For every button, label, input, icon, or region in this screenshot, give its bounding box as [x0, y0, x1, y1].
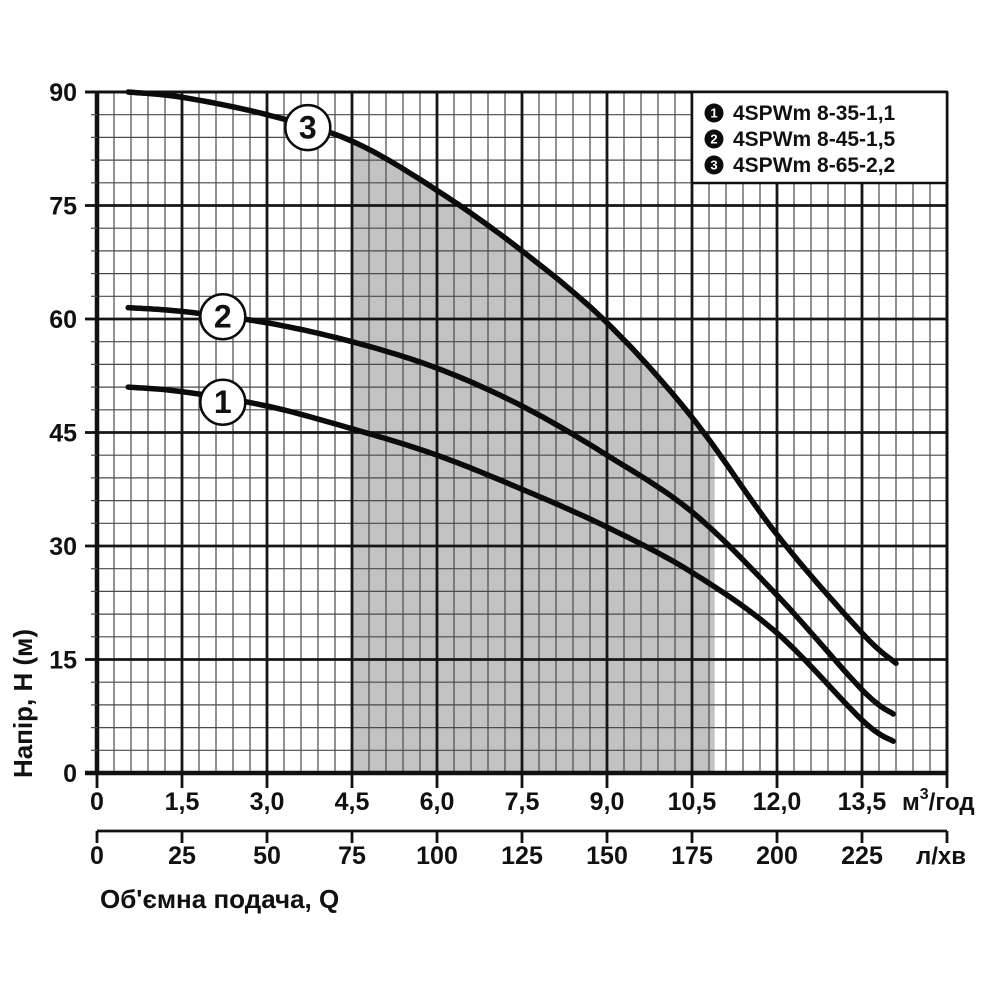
x-tick-label: 3,0: [250, 788, 285, 816]
x-axis-unit-primary: м3/год: [902, 786, 975, 816]
curve-markers-layer: 1 2 3: [199, 103, 332, 426]
x-tick-label: 10,5: [668, 788, 717, 816]
legend-label-3: 4SPWm 8-65-2,2: [733, 154, 895, 177]
curve-marker-circle-3: [284, 103, 332, 152]
x-secondary-tick-label: 175: [671, 842, 713, 870]
x-tick-label: 1,5: [165, 788, 200, 816]
x-tick-label: 12,0: [753, 788, 802, 816]
y-tick-label: 0: [63, 760, 77, 788]
y-tick-label: 75: [49, 193, 77, 221]
curve-marker-circle-1: [199, 378, 247, 426]
legend-label-2: 4SPWm 8-45-1,5: [733, 128, 896, 151]
x-secondary-tick-label: 25: [168, 842, 196, 870]
curve-marker-number-1: 1: [214, 384, 232, 420]
operating-region: [352, 141, 715, 773]
x-tick-label: 6,0: [420, 788, 455, 816]
legend-box: [690, 90, 949, 185]
x-secondary-tick-label: 150: [586, 842, 628, 870]
legend-marker-1-number: 1: [710, 106, 717, 121]
x-secondary-tick-label: 125: [501, 842, 543, 870]
legend-item: 3 4SPWm 8-65-2,2: [704, 154, 895, 177]
major-grid-layer: [97, 92, 947, 773]
legend-marker-3-icon: [704, 155, 724, 175]
x-secondary-tick-label: 200: [756, 842, 798, 870]
y-tick-label: 90: [49, 79, 77, 107]
x-axis-unit-secondary: л/хв: [916, 843, 966, 870]
y-tick-label: 30: [49, 533, 77, 561]
x-secondary-tick-label: 75: [338, 842, 366, 870]
x-tick-label: 7,5: [505, 788, 540, 816]
curve-marker-number-3: 3: [299, 110, 317, 146]
y-tick-label: 15: [49, 647, 77, 675]
pump-curve-3: [125, 89, 899, 667]
x-tick-label: 13,5: [838, 788, 887, 816]
legend-marker-2-icon: [704, 129, 724, 149]
legend-item: 1 4SPWm 8-35-1,1: [704, 102, 896, 125]
x-tick-label: 4,5: [335, 788, 370, 816]
y-tick-label: 45: [49, 420, 77, 448]
x-tick-label: 9,0: [590, 788, 625, 816]
legend-label-1: 4SPWm 8-35-1,1: [733, 102, 896, 125]
x-secondary-tick-label: 100: [416, 842, 458, 870]
legend-marker-3-number: 3: [710, 158, 717, 173]
x-tick-label: 0: [90, 788, 104, 816]
x-axis-title: Об'ємна подача, Q: [100, 884, 339, 914]
legend-marker-2-number: 2: [710, 132, 717, 147]
curve-marker-number-2: 2: [214, 299, 232, 335]
y-axis-title: Напір, H (м): [8, 629, 38, 778]
legend: 1 4SPWm 8-35-1,1 2 4SPWm 8-45-1,5 3 4SPW…: [690, 90, 949, 185]
legend-item: 2 4SPWm 8-45-1,5: [704, 128, 896, 151]
operating-region-layer: [352, 141, 715, 773]
x-secondary-tick-label: 225: [841, 842, 883, 870]
y-tick-label: 60: [49, 306, 77, 334]
x-secondary-tick-label: 0: [90, 842, 104, 870]
x-secondary-tick-label: 50: [253, 842, 281, 870]
curve-marker-circle-2: [199, 292, 247, 341]
axis-ticks-layer: 0 1,5 3,0 4,5 6,0 7,5 9,0 10,5 12,0 13,5015304560…: [49, 79, 949, 870]
legend-marker-1-icon: [704, 103, 724, 123]
